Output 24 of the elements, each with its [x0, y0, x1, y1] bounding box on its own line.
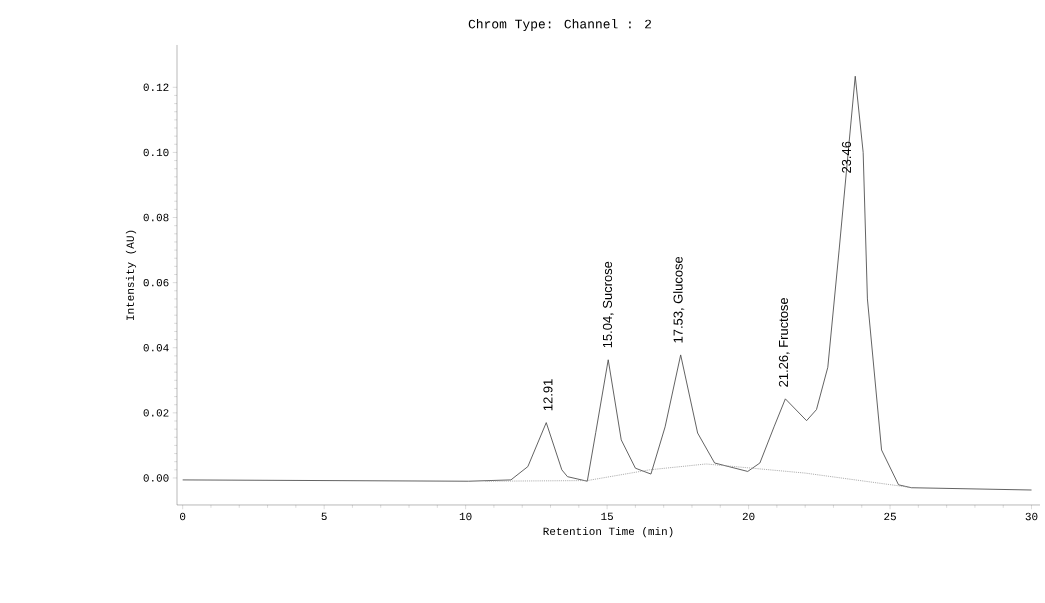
y-tick-label: 0.02 [143, 409, 169, 417]
y-tick-label: 0.00 [143, 474, 169, 482]
y-tick-label: 0.06 [143, 278, 169, 287]
annotation: 21.26, Fructose [778, 297, 790, 387]
x-tick-label: 15 [601, 512, 613, 521]
x-tick-label: 30 [1025, 512, 1038, 521]
y-tick-label: 0.10 [143, 148, 169, 157]
y-tick-label: 0.12 [143, 83, 169, 92]
x-tick-label: 20 [742, 512, 755, 521]
annotation: 12.91 [543, 379, 553, 411]
annotation: 15.04, Sucrose [602, 261, 614, 348]
y-tick-label: 0.04 [143, 344, 169, 352]
line-series [182, 75, 1032, 491]
x-tick-label: 5 [321, 512, 327, 521]
x-tick-label: 25 [884, 512, 896, 521]
x-tick-label: 0 [180, 512, 186, 521]
line-series [484, 463, 914, 489]
annotation: 17.53, Glucose [673, 256, 685, 343]
x-tick-label: 10 [459, 512, 472, 521]
y-axis-title: Intensity (AU) [125, 230, 137, 320]
y-tick-label: 0.08 [143, 213, 169, 222]
annotation: 23.46 [841, 141, 852, 173]
x-axis-title: Retention Time (min) [543, 527, 673, 538]
chart-title: Chrom Type: Channel : 2 [468, 18, 652, 32]
